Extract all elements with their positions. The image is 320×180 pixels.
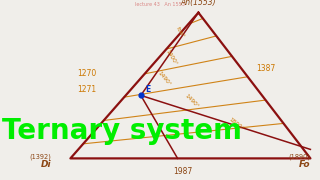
- Text: 1400°: 1400°: [164, 49, 178, 66]
- Text: 1387: 1387: [256, 64, 275, 73]
- Text: lecture 43   An 1553: lecture 43 An 1553: [135, 2, 185, 7]
- Text: E: E: [146, 86, 151, 94]
- Text: (1890): (1890): [288, 154, 310, 160]
- Text: 1270: 1270: [77, 69, 96, 78]
- Text: Fo: Fo: [299, 160, 310, 169]
- Text: An(1553): An(1553): [180, 0, 216, 7]
- Text: 1800°: 1800°: [228, 117, 245, 132]
- Text: (1392): (1392): [29, 154, 51, 160]
- Text: foo°: foo°: [175, 26, 186, 39]
- Text: Ternary system: Ternary system: [2, 117, 242, 145]
- Text: 1490°: 1490°: [157, 71, 172, 88]
- Text: 1271: 1271: [77, 86, 96, 94]
- Text: Di: Di: [41, 160, 51, 169]
- Text: 1490°: 1490°: [184, 93, 200, 109]
- Text: 1987: 1987: [173, 167, 192, 176]
